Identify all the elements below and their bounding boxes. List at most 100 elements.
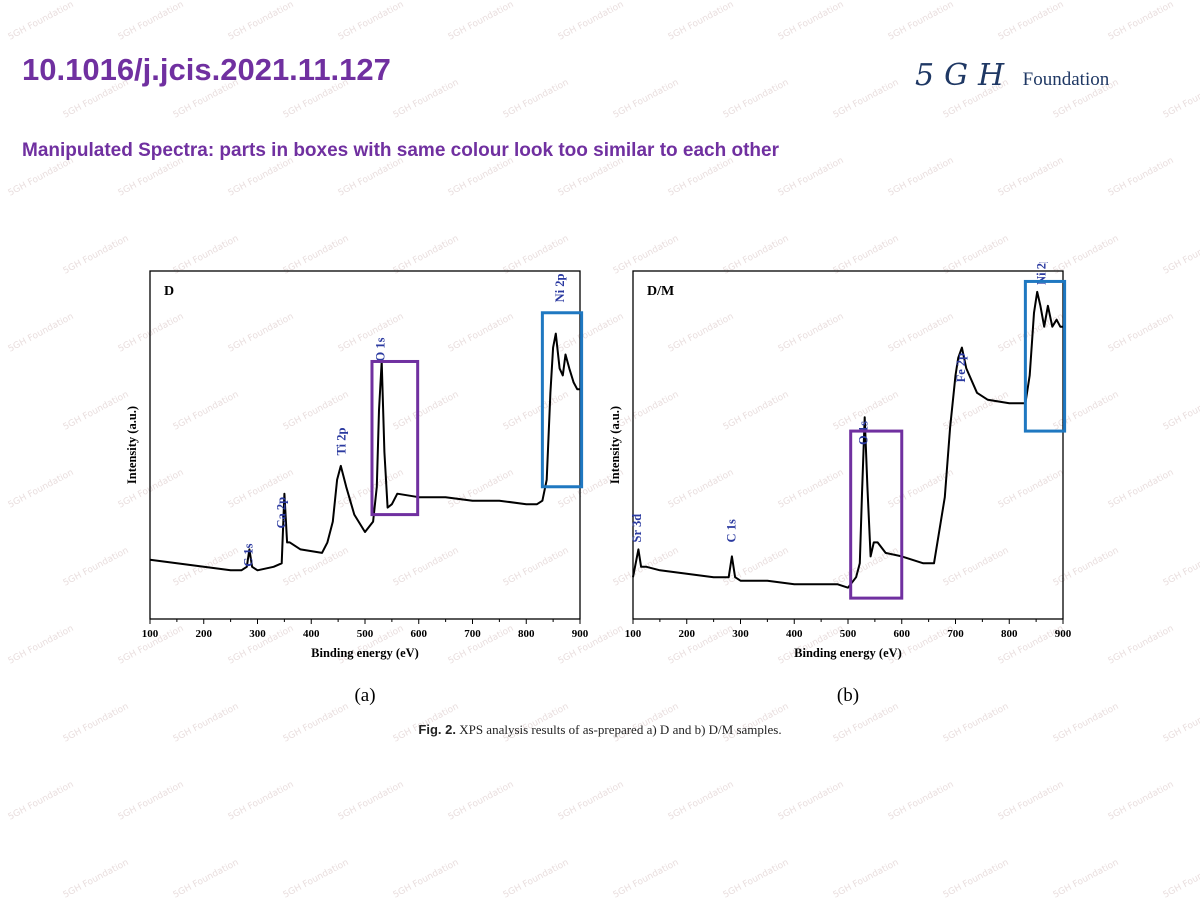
watermark-text: 5GH Foundation xyxy=(337,0,406,43)
highlight-box-blue xyxy=(1023,279,1067,433)
x-tick-label: 200 xyxy=(196,628,213,640)
x-tick-label: 700 xyxy=(947,628,964,640)
chart-panel-a: 100 200 300 400 500 600 700 800 900 Binding energ… xyxy=(125,270,589,706)
x-axis-label: Binding energy (eV) xyxy=(794,646,902,660)
watermark-text: 5GH Foundation xyxy=(392,78,461,121)
sub-caption: (a) xyxy=(354,685,375,706)
watermark-text: 5GH Foundation xyxy=(667,0,736,43)
watermark-text: 5GH Foundation xyxy=(1162,390,1200,433)
watermark-text: 5GH Foundation xyxy=(1107,780,1176,823)
watermark-text: 5GH Foundation xyxy=(557,156,626,199)
watermark-text: 5GH Foundation xyxy=(7,312,76,355)
watermark-text: 5GH Foundation xyxy=(227,780,296,823)
figure-caption: Fig. 2. XPS analysis results of as-prepa… xyxy=(0,722,1200,738)
figure-caption-label: Fig. 2. xyxy=(418,722,456,737)
watermark-text: 5GH Foundation xyxy=(777,0,846,43)
x-tick-label: 300 xyxy=(249,628,266,640)
chart-panel-b: 100 200 300 400 500 600 700 800 900 Binding energ… xyxy=(608,262,1072,706)
x-tick-label: 900 xyxy=(1055,628,1072,640)
plot-frame xyxy=(149,270,581,620)
watermark-text: 5GH Foundation xyxy=(1107,0,1176,43)
watermark-text: 5GH Foundation xyxy=(612,858,681,900)
watermark-text: 5GH Foundation xyxy=(447,156,516,199)
watermark-text: 5GH Foundation xyxy=(117,0,186,43)
watermark-text: 5GH Foundation xyxy=(7,468,76,511)
watermark-text: 5GH Foundation xyxy=(172,858,241,900)
watermark-text: 5GH Foundation xyxy=(7,624,76,667)
foundation-logo: 5GH Foundation xyxy=(915,58,1109,98)
logo-script-mark: 5GH xyxy=(915,58,1015,93)
watermark-text: 5GH Foundation xyxy=(1107,312,1176,355)
logo-wordmark: Foundation xyxy=(1022,69,1110,90)
watermark-text: 5GH Foundation xyxy=(1162,234,1200,277)
watermark-text: 5GH Foundation xyxy=(942,858,1011,900)
panel-label: D/M xyxy=(647,284,674,299)
watermark-text: 5GH Foundation xyxy=(447,0,516,43)
x-tick-label: 100 xyxy=(142,628,159,640)
watermark-text: 5GH Foundation xyxy=(557,780,626,823)
page-title-doi: 10.1016/j.jcis.2021.11.127 xyxy=(22,52,391,87)
watermark-text: 5GH Foundation xyxy=(832,78,901,121)
watermark-text: 5GH Foundation xyxy=(7,0,76,43)
peak-label: Sr 3d xyxy=(630,514,644,543)
watermark-text: 5GH Foundation xyxy=(887,156,956,199)
watermark-text: 5GH Foundation xyxy=(1052,858,1121,900)
watermark-text: 5GH Foundation xyxy=(557,0,626,43)
watermark-text: 5GH Foundation xyxy=(502,858,571,900)
watermark-text: 5GH Foundation xyxy=(1107,468,1176,511)
watermark-text: 5GH Foundation xyxy=(1162,78,1200,121)
spectrum-line xyxy=(149,332,580,572)
figure-caption-text: XPS analysis results of as-prepared a) D… xyxy=(459,722,782,737)
peak-label: Ni 2p xyxy=(553,273,567,302)
watermark-text: 5GH Foundation xyxy=(722,78,791,121)
watermark-text: 5GH Foundation xyxy=(392,858,461,900)
watermark-text: 5GH Foundation xyxy=(667,156,736,199)
highlight-box-purple xyxy=(370,359,420,517)
watermark-text: 5GH Foundation xyxy=(832,858,901,900)
x-axis-label: Binding energy (eV) xyxy=(311,646,419,660)
x-tick-label: 600 xyxy=(894,628,911,640)
watermark-text: 5GH Foundation xyxy=(887,780,956,823)
watermark-text: 5GH Foundation xyxy=(117,780,186,823)
panel-label: D xyxy=(164,284,174,299)
watermark-text: 5GH Foundation xyxy=(997,0,1066,43)
peak-label: Ni 2p xyxy=(1034,262,1048,285)
peak-label: Ca 2p xyxy=(275,497,289,529)
peak-label: O 1s xyxy=(374,337,388,361)
x-tick-label: 500 xyxy=(357,628,374,640)
y-axis-label: Intensity (a.u.) xyxy=(608,406,622,484)
x-tick-label: 800 xyxy=(1001,628,1018,640)
sub-caption: (b) xyxy=(837,685,859,706)
watermark-text: 5GH Foundation xyxy=(887,0,956,43)
watermark-text: 5GH Foundation xyxy=(1107,156,1176,199)
x-tick-label: 700 xyxy=(464,628,481,640)
watermark-text: 5GH Foundation xyxy=(227,156,296,199)
x-tick-label: 900 xyxy=(572,628,589,640)
watermark-text: 5GH Foundation xyxy=(62,858,131,900)
watermark-text: 5GH Foundation xyxy=(777,780,846,823)
watermark-text: 5GH Foundation xyxy=(7,156,76,199)
peak-label: C 1s xyxy=(241,543,255,566)
watermark-text: 5GH Foundation xyxy=(117,156,186,199)
watermark-text: 5GH Foundation xyxy=(1162,858,1200,900)
watermark-text: 5GH Foundation xyxy=(997,156,1066,199)
watermark-text: 5GH Foundation xyxy=(502,78,571,121)
x-tick-label: 400 xyxy=(786,628,803,640)
plot-frame xyxy=(632,270,1064,620)
watermark-text: 5GH Foundation xyxy=(337,156,406,199)
watermark-text: 5GH Foundation xyxy=(722,858,791,900)
watermark-text: 5GH Foundation xyxy=(447,780,516,823)
x-tick-label: 600 xyxy=(411,628,428,640)
x-tick-label: 500 xyxy=(840,628,857,640)
slide-subtitle: Manipulated Spectra: parts in boxes with… xyxy=(22,140,779,161)
watermark-text: 5GH Foundation xyxy=(667,780,736,823)
peak-label: C 1s xyxy=(724,519,738,542)
x-tick-label: 400 xyxy=(303,628,320,640)
watermark-text: 5GH Foundation xyxy=(612,78,681,121)
peak-label: Fe 2p xyxy=(954,353,968,383)
spectrum-line xyxy=(632,290,1063,589)
peak-label: Ti 2p xyxy=(334,427,348,455)
watermark-text: 5GH Foundation xyxy=(1162,546,1200,589)
watermark-text: 5GH Foundation xyxy=(1107,624,1176,667)
highlight-box-purple xyxy=(849,429,904,600)
